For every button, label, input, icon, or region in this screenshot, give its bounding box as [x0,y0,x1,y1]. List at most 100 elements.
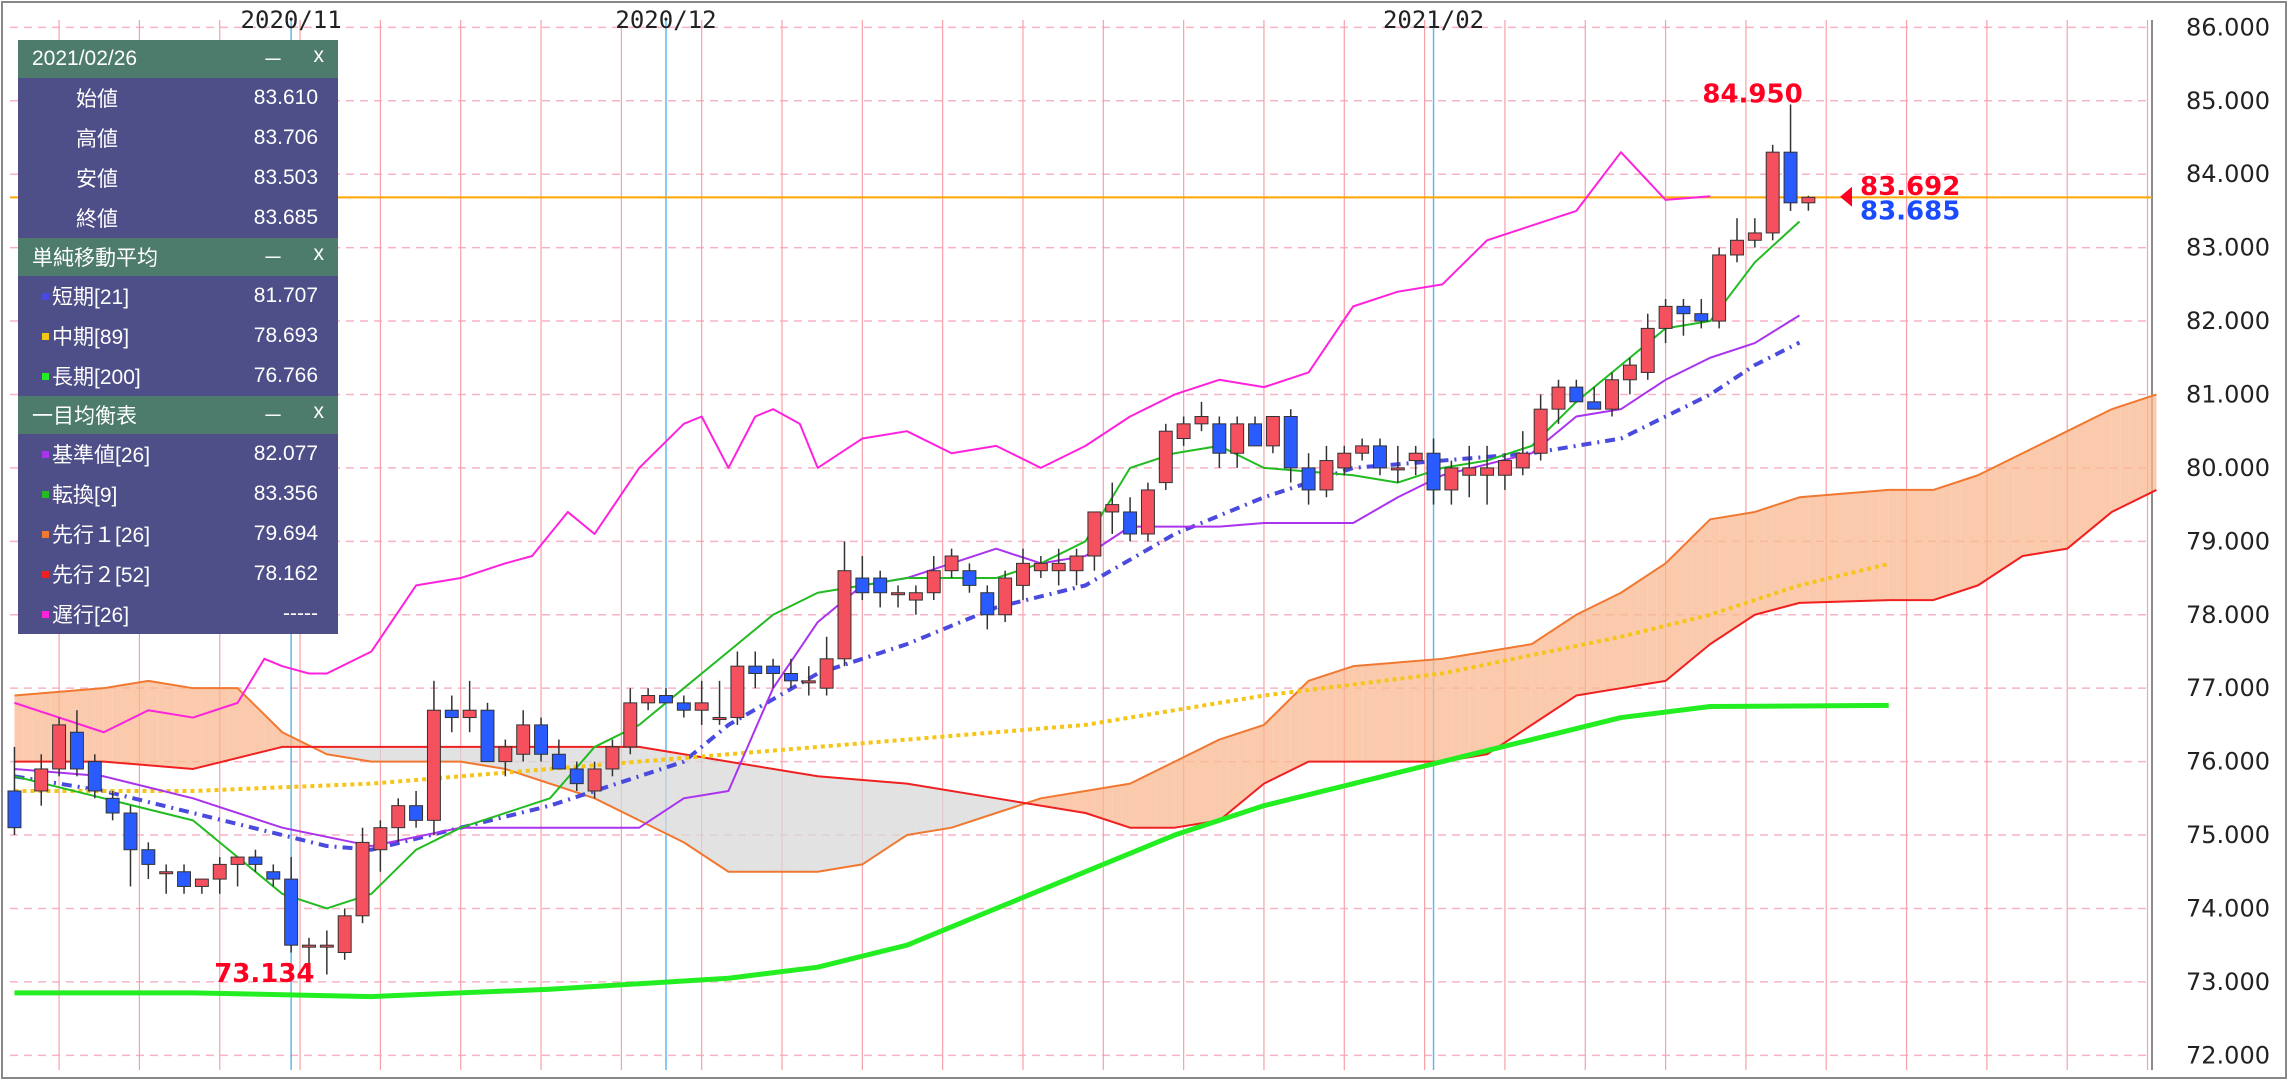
cloud-segment [228,688,238,761]
candle-body [1069,555,1084,572]
cloud-segment [2102,409,2112,520]
cloud-segment [1424,659,1434,762]
cloud-segment [924,786,934,833]
cloud-segment [1379,663,1389,762]
cloud-segment [1451,655,1461,761]
cloud-segment [1371,663,1380,762]
candle-body [1444,467,1459,491]
candle-body [177,871,192,887]
ichimoku-header: 一目均衡表 － x [18,396,338,434]
candle-body [1140,489,1155,535]
candle-body [1605,379,1620,410]
cloud-segment [1924,489,1934,601]
legend-label: 遅行[26] [52,604,130,627]
candle-body [659,695,673,704]
cloud-segment [32,693,42,762]
cloud-segment [1638,575,1648,686]
cloud-segment [808,774,818,872]
cloud-segment [1076,790,1086,814]
cloud-segment [1112,785,1122,825]
candle-body [641,695,656,704]
cloud-segment [2049,435,2059,552]
cloud-segment [657,749,666,834]
candle-body [623,702,638,748]
candle-body [1765,151,1780,234]
cloud-segment [1397,661,1407,762]
cloud-segment [1362,664,1372,762]
cloud-segment [710,758,720,866]
cloud-segment [1522,644,1532,731]
cloud-segment [773,768,783,872]
candle-body [801,680,816,684]
cloud-segment [737,763,747,872]
legend-row: 基準値[26] 82.077 [18,434,338,474]
cloud-segment [871,780,881,859]
y-tick-label: 84.000 [2186,160,2270,188]
cloud-segment [1094,788,1104,819]
x-tick-label: 2021/02 [1383,6,1484,34]
legend-swatch [42,491,49,498]
candle-body [587,768,602,792]
cloud-segment [987,796,997,816]
cloud-segment [1531,638,1541,725]
cloud-segment [1085,789,1095,816]
cloud-segment [719,760,729,872]
candle-body [52,724,67,770]
cloud-segment [1853,492,1862,602]
cloud-segment [264,714,274,752]
cloud-segment [1272,707,1282,780]
candle-body [1087,511,1102,557]
legend-value: 78.693 [253,324,318,347]
cloud-segment [1201,743,1211,824]
cloud-segment [1540,632,1550,720]
candle-body [1730,239,1744,256]
candle-body [891,592,906,596]
candle-body [1587,401,1602,410]
cloud-segment [1549,626,1559,714]
close-button[interactable]: x [313,242,325,265]
cloud-segment [1603,597,1613,692]
candle-body [69,731,84,770]
candle-body [712,717,727,721]
legend-label: 基準値[26] [52,444,151,467]
cloud-segment [1487,650,1497,755]
minimize-button[interactable]: － [262,405,284,428]
cloud-segment [442,746,452,762]
candle-body [1712,254,1727,322]
cloud-segment [1567,614,1577,702]
close-button[interactable]: x [313,400,325,423]
cloud-segment [85,688,95,762]
close-button[interactable]: x [313,44,325,67]
cloud-segment [94,688,104,762]
cloud-segment [1121,783,1131,828]
cloud-segment [1960,478,1970,592]
cloud-segment [460,746,470,764]
candle-body [409,805,424,821]
candle-body [337,915,352,954]
cloud-segment [835,777,845,869]
cloud-segment [1844,492,1854,602]
cloud-segment [1826,494,1836,603]
legend-row: 転換[9] 83.356 [18,474,338,514]
cloud-segment [674,752,684,843]
cloud-segment [1442,657,1452,762]
cloud-segment [1344,666,1354,762]
candle-body [980,592,995,616]
minimize-button[interactable]: － [262,247,284,270]
cloud-segment [1620,586,1630,689]
cloud-segment [2022,448,2032,557]
legend-label: 中期[89] [52,326,130,349]
ohlc-rows: 始値 83.610 高値 83.706 安値 83.503 終値 83.685 [18,78,338,238]
cloud-segment [1772,503,1782,610]
minimize-button[interactable]: － [262,49,284,72]
cloud-segment [2058,431,2068,551]
cloud-segment [898,782,907,841]
cloud-segment [665,751,675,838]
legend-swatch [42,531,49,538]
price-marker-icon [1840,186,1852,207]
cloud-segment [1460,654,1470,759]
legend-swatch [42,293,49,300]
candle-body [998,577,1013,616]
cloud-segment [416,746,426,762]
